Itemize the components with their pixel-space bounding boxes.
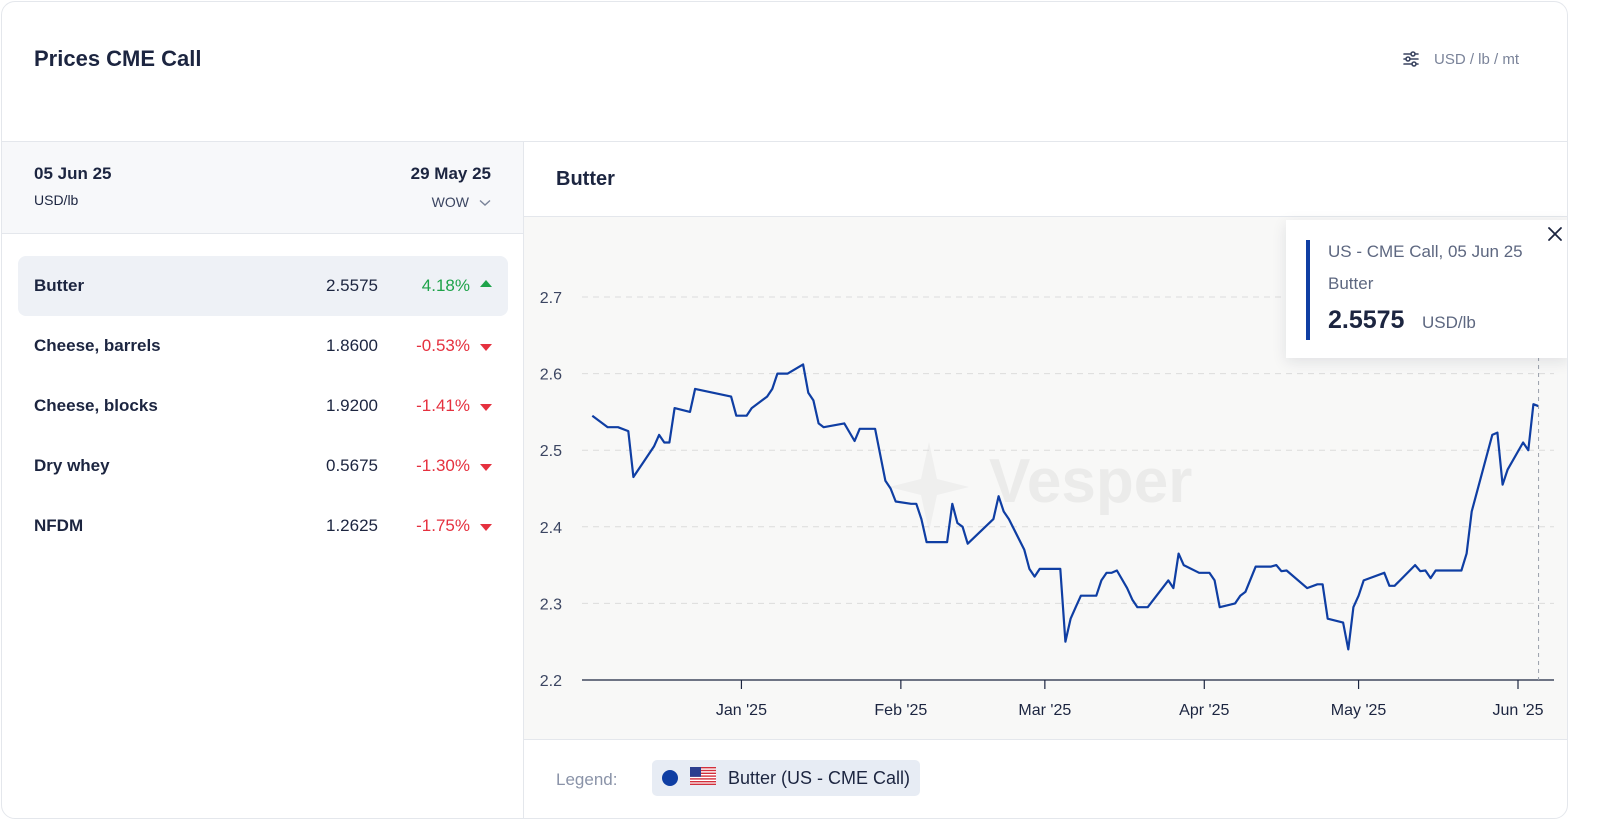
product-row[interactable]: NFDM 1.2625 -1.75% bbox=[18, 496, 508, 556]
series-line-butter bbox=[591, 363, 1539, 651]
watermark-star-icon bbox=[889, 442, 969, 532]
product-change: -0.53% bbox=[416, 336, 470, 355]
products-list: Butter 2.5575 4.18% Cheese, barrels 1.8600 -0… bbox=[18, 256, 508, 556]
current-unit: USD/lb bbox=[34, 192, 79, 208]
product-value: 1.2625 bbox=[326, 516, 378, 535]
product-name: Cheese, blocks bbox=[34, 396, 158, 415]
card-header: Prices CME Call USD / lb / mt bbox=[2, 2, 1567, 142]
product-name: Cheese, barrels bbox=[34, 336, 161, 355]
product-value: 0.5675 bbox=[326, 456, 378, 475]
legend-item-butter[interactable]: Butter (US - CME Call) bbox=[652, 760, 921, 796]
products-panel: 05 Jun 25 USD/lb 29 May 25 WOW Butter 2.5… bbox=[2, 142, 524, 818]
legend-label: Legend: bbox=[556, 770, 618, 789]
triangle-up-icon bbox=[480, 280, 492, 287]
us-flag-icon bbox=[690, 766, 716, 790]
y-tick-label: 2.6 bbox=[540, 367, 562, 384]
x-tick-label: Feb '25 bbox=[874, 702, 927, 719]
tooltip-accent-bar bbox=[1306, 240, 1310, 340]
tooltip-value: 2.5575 bbox=[1328, 306, 1405, 334]
x-tick-label: Jun '25 bbox=[1492, 702, 1543, 719]
product-row[interactable]: Cheese, blocks 1.9200 -1.41% bbox=[18, 376, 508, 436]
chart-area[interactable]: Vesper 2.2 2.3 2.4 2.5 2.6 2.7 Jan '25 Feb '25 Ma… bbox=[524, 216, 1568, 741]
product-change: -1.41% bbox=[416, 396, 470, 415]
tooltip-source: US - CME Call, 05 Jun 25 bbox=[1328, 242, 1523, 261]
units-selector[interactable]: USD / lb / mt bbox=[1402, 50, 1519, 68]
product-value: 1.9200 bbox=[326, 396, 378, 415]
units-label: USD / lb / mt bbox=[1433, 50, 1519, 68]
compare-date: 29 May 25 bbox=[410, 164, 491, 183]
product-value: 1.8600 bbox=[326, 336, 378, 355]
compare-mode-dropdown[interactable]: WOW bbox=[432, 194, 491, 210]
triangle-down-icon bbox=[480, 404, 492, 411]
product-name: Dry whey bbox=[34, 456, 110, 475]
triangle-down-icon bbox=[480, 524, 492, 531]
product-name: Butter bbox=[34, 276, 85, 295]
legend-item-label: Butter (US - CME Call) bbox=[728, 767, 911, 788]
product-change: -1.30% bbox=[416, 456, 470, 475]
tooltip-product: Butter bbox=[1328, 274, 1374, 293]
line-chart[interactable]: Vesper 2.2 2.3 2.4 2.5 2.6 2.7 Jan '25 Feb '25 Ma… bbox=[524, 217, 1568, 741]
chart-tooltip: US - CME Call, 05 Jun 25 Butter 2.5575 U… bbox=[1286, 220, 1567, 358]
chevron-down-icon bbox=[479, 194, 491, 210]
x-tick-label: Mar '25 bbox=[1018, 702, 1071, 719]
products-header: 05 Jun 25 USD/lb 29 May 25 WOW bbox=[2, 142, 523, 234]
chart-panel: Butter Vesper 2.2 2.3 2.4 2.5 2.6 2.7 Jan '25 Fe… bbox=[524, 142, 1568, 818]
triangle-down-icon bbox=[480, 464, 492, 471]
prices-card: Prices CME Call USD / lb / mt 05 Jun 25 … bbox=[1, 1, 1568, 819]
current-date: 05 Jun 25 bbox=[34, 164, 112, 183]
product-change: -1.75% bbox=[416, 516, 470, 535]
product-row[interactable]: Butter 2.5575 4.18% bbox=[18, 256, 508, 316]
close-icon[interactable] bbox=[1545, 224, 1565, 244]
page-title: Prices CME Call bbox=[34, 46, 202, 71]
y-tick-label: 2.4 bbox=[540, 520, 562, 537]
x-tick-label: Jan '25 bbox=[716, 702, 767, 719]
x-tick-label: May '25 bbox=[1331, 702, 1387, 719]
x-tick-label: Apr '25 bbox=[1179, 702, 1229, 719]
product-row[interactable]: Cheese, barrels 1.8600 -0.53% bbox=[18, 316, 508, 376]
series-dot-icon bbox=[662, 770, 678, 786]
triangle-down-icon bbox=[480, 344, 492, 351]
compare-mode-label: WOW bbox=[431, 194, 469, 210]
y-tick-label: 2.7 bbox=[540, 290, 562, 307]
product-change: 4.18% bbox=[421, 276, 470, 295]
y-tick-label: 2.5 bbox=[540, 443, 562, 460]
watermark-text: Vesper bbox=[989, 447, 1192, 516]
tooltip-unit: USD/lb bbox=[1422, 313, 1476, 332]
y-tick-label: 2.2 bbox=[540, 673, 562, 690]
y-tick-label: 2.3 bbox=[540, 596, 562, 613]
product-name: NFDM bbox=[34, 516, 84, 535]
product-row[interactable]: Dry whey 0.5675 -1.30% bbox=[18, 436, 508, 496]
sliders-icon bbox=[1402, 50, 1420, 68]
chart-title: Butter bbox=[556, 168, 615, 190]
chart-legend: Legend: Butter (US - CME bbox=[524, 740, 1567, 818]
product-value: 2.5575 bbox=[326, 276, 378, 295]
